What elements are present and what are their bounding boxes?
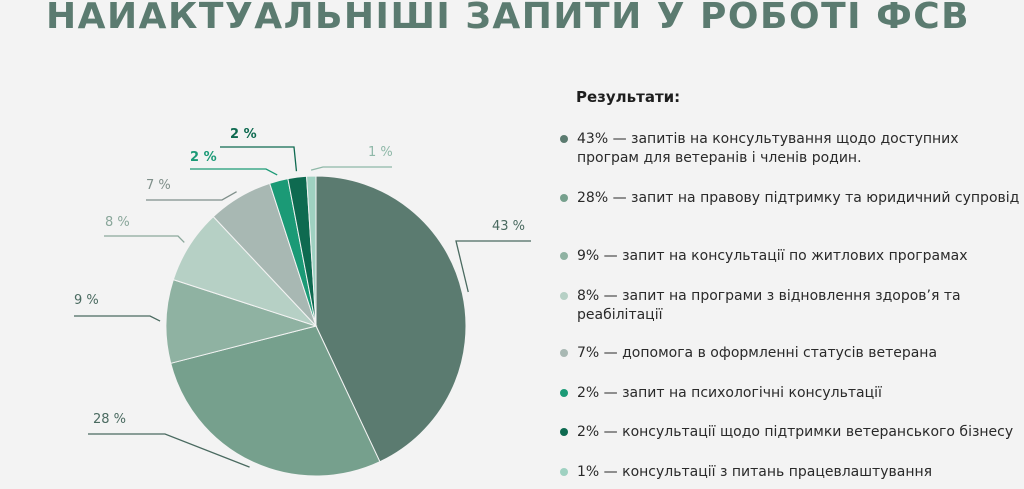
legend-text: 2% — запит на психологічні консультації: [577, 385, 882, 401]
legend-dot: [560, 252, 568, 260]
legend-text: 43% — запитів на консультування щодо дос…: [577, 131, 959, 166]
results-heading: Результати:: [576, 88, 681, 106]
data-label: 9 %: [74, 293, 99, 308]
legend-text: 9% — запит на консультації по житлових п…: [577, 248, 968, 264]
data-label: 43 %: [492, 219, 525, 234]
legend-dot: [560, 428, 568, 436]
data-label: 2 %: [230, 127, 257, 142]
leader-line: [104, 235, 185, 243]
legend-text: 1% — консультації з питань працевлаштува…: [577, 464, 933, 480]
legend-text: 7% — допомога в оформленні статусів вете…: [577, 345, 938, 361]
page-title: НАЙАКТУАЛЬНІШІ ЗАПИТИ У РОБОТІ ФСВ: [46, 0, 971, 37]
legend-dot: [560, 194, 568, 202]
legend-dot: [560, 135, 568, 143]
leader-line: [190, 168, 278, 176]
legend-dot: [560, 389, 568, 397]
leader-line: [146, 191, 237, 201]
legend-text: 8% — запит на програми з відновлення здо…: [577, 288, 961, 323]
pie-slice: [165, 279, 318, 364]
pie-slice: [306, 175, 317, 327]
data-label: 8 %: [105, 215, 130, 230]
pie-slice: [315, 175, 467, 463]
leader-line: [310, 166, 392, 171]
legend-text: 28% — запит на правову підтримку та юрид…: [577, 190, 1020, 206]
pie-slice: [170, 325, 381, 477]
legend-dot: [560, 468, 568, 476]
data-label: 28 %: [93, 412, 126, 427]
data-label: 2 %: [190, 150, 217, 165]
legend-text: 2% — консультації щодо підтримки ветеран…: [577, 424, 1014, 440]
legend-dot: [560, 292, 568, 300]
legend-dot: [560, 349, 568, 357]
leader-line: [455, 240, 531, 293]
data-label: 1 %: [368, 145, 393, 160]
leader-line: [220, 146, 298, 172]
data-label: 7 %: [146, 178, 171, 193]
leader-line: [88, 433, 250, 468]
leader-line: [74, 315, 161, 322]
